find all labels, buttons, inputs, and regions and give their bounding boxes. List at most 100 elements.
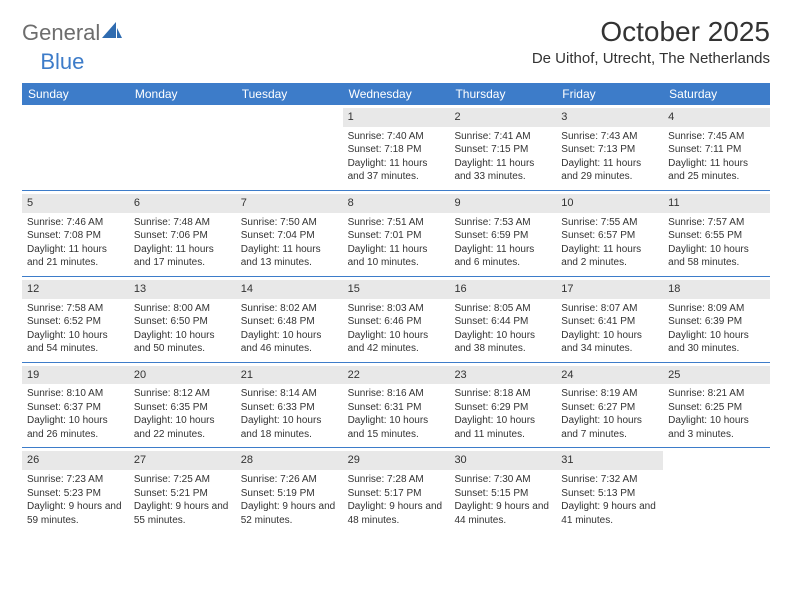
sunset-text: Sunset: 7:08 PM xyxy=(26,229,125,243)
day-number: 2 xyxy=(449,108,556,127)
month-year: October 2025 xyxy=(532,16,770,48)
calendar: Sunday Monday Tuesday Wednesday Thursday… xyxy=(22,83,770,533)
sunrise-text: Sunrise: 7:45 AM xyxy=(667,130,766,144)
sunset-text: Sunset: 6:35 PM xyxy=(133,401,232,415)
sunrise-text: Sunrise: 8:21 AM xyxy=(667,387,766,401)
day-number: 23 xyxy=(449,366,556,385)
sunrise-text: Sunrise: 7:26 AM xyxy=(240,473,339,487)
day-number: 31 xyxy=(556,451,663,470)
sunrise-text: Sunrise: 7:55 AM xyxy=(560,216,659,230)
day-number: 28 xyxy=(236,451,343,470)
sunset-text: Sunset: 7:18 PM xyxy=(347,143,446,157)
sunset-text: Sunset: 7:06 PM xyxy=(133,229,232,243)
daylight-text: Daylight: 11 hours and 10 minutes. xyxy=(347,243,446,270)
day-number: 14 xyxy=(236,280,343,299)
logo-sail-icon xyxy=(102,22,122,45)
daylight-text: Daylight: 11 hours and 21 minutes. xyxy=(26,243,125,270)
day-number: 15 xyxy=(343,280,450,299)
day-number: 16 xyxy=(449,280,556,299)
sunset-text: Sunset: 6:25 PM xyxy=(667,401,766,415)
calendar-cell xyxy=(129,105,236,190)
calendar-cell: 5 Sunrise: 7:46 AMSunset: 7:08 PMDaylight… xyxy=(22,191,129,276)
sunset-text: Sunset: 6:31 PM xyxy=(347,401,446,415)
daylight-text: Daylight: 10 hours and 3 minutes. xyxy=(667,414,766,441)
day-number: 24 xyxy=(556,366,663,385)
calendar-cell: 11Sunrise: 7:57 AMSunset: 6:55 PMDayligh… xyxy=(663,191,770,276)
sunrise-text: Sunrise: 8:12 AM xyxy=(133,387,232,401)
sunrise-text: Sunrise: 8:18 AM xyxy=(453,387,552,401)
calendar-cell: 23Sunrise: 8:18 AMSunset: 6:29 PMDayligh… xyxy=(449,363,556,448)
sunset-text: Sunset: 6:44 PM xyxy=(453,315,552,329)
daylight-text: Daylight: 10 hours and 30 minutes. xyxy=(667,329,766,356)
sunrise-text: Sunrise: 7:50 AM xyxy=(240,216,339,230)
page: General October 2025 De Uithof, Utrecht,… xyxy=(0,0,792,533)
calendar-cell: 9Sunrise: 7:53 AMSunset: 6:59 PMDaylight… xyxy=(449,191,556,276)
day-number: 19 xyxy=(22,366,129,385)
calendar-row: 1Sunrise: 7:40 AMSunset: 7:18 PMDaylight… xyxy=(22,105,770,191)
calendar-cell: 2Sunrise: 7:41 AMSunset: 7:15 PMDaylight… xyxy=(449,105,556,190)
daylight-text: Daylight: 9 hours and 55 minutes. xyxy=(133,500,232,527)
sunset-text: Sunset: 6:41 PM xyxy=(560,315,659,329)
calendar-cell: 6 Sunrise: 7:48 AMSunset: 7:06 PMDaylight… xyxy=(129,191,236,276)
calendar-cell: 22Sunrise: 8:16 AMSunset: 6:31 PMDayligh… xyxy=(343,363,450,448)
weekday-header: Thursday xyxy=(449,83,556,105)
day-number xyxy=(22,108,129,112)
sunrise-text: Sunrise: 7:30 AM xyxy=(453,473,552,487)
calendar-cell: 13Sunrise: 8:00 AMSunset: 6:50 PMDayligh… xyxy=(129,277,236,362)
daylight-text: Daylight: 11 hours and 6 minutes. xyxy=(453,243,552,270)
sunset-text: Sunset: 6:46 PM xyxy=(347,315,446,329)
day-number: 1 xyxy=(343,108,450,127)
weekday-header: Monday xyxy=(129,83,236,105)
sunrise-text: Sunrise: 7:48 AM xyxy=(133,216,232,230)
sunrise-text: Sunrise: 7:57 AM xyxy=(667,216,766,230)
sunrise-text: Sunrise: 7:58 AM xyxy=(26,302,125,316)
day-number: 4 xyxy=(663,108,770,127)
logo-text-blue: Blue xyxy=(40,49,84,74)
sunset-text: Sunset: 5:23 PM xyxy=(26,487,125,501)
sunrise-text: Sunrise: 8:03 AM xyxy=(347,302,446,316)
daylight-text: Daylight: 10 hours and 7 minutes. xyxy=(560,414,659,441)
calendar-body: 1 Sunrise: 7:40 AMSunset: 7:18 PM Daylight… xyxy=(22,105,770,533)
sunset-text: Sunset: 5:19 PM xyxy=(240,487,339,501)
day-number: 26 xyxy=(22,451,129,470)
sunset-text: Sunset: 5:21 PM xyxy=(133,487,232,501)
daylight-text: Daylight: 9 hours and 52 minutes. xyxy=(240,500,339,527)
day-number xyxy=(236,108,343,112)
calendar-cell: 24Sunrise: 8:19 AMSunset: 6:27 PMDayligh… xyxy=(556,363,663,448)
calendar-cell: 27Sunrise: 7:25 AMSunset: 5:21 PMDayligh… xyxy=(129,448,236,533)
logo-text-general: General xyxy=(22,20,100,46)
day-number: 6 xyxy=(129,194,236,213)
day-number: 17 xyxy=(556,280,663,299)
sunset-text: Sunset: 7:11 PM xyxy=(667,143,766,157)
calendar-cell: 26Sunrise: 7:23 AMSunset: 5:23 PMDayligh… xyxy=(22,448,129,533)
daylight-text: Daylight: 10 hours and 26 minutes. xyxy=(26,414,125,441)
sunrise-text: Sunrise: 7:46 AM xyxy=(26,216,125,230)
sunset-text: Sunset: 6:33 PM xyxy=(240,401,339,415)
daylight-text: Daylight: 9 hours and 59 minutes. xyxy=(26,500,125,527)
daylight-text: Daylight: 9 hours and 41 minutes. xyxy=(560,500,659,527)
weekday-header: Friday xyxy=(556,83,663,105)
daylight-text: Daylight: 10 hours and 42 minutes. xyxy=(347,329,446,356)
daylight-text: Daylight: 10 hours and 54 minutes. xyxy=(26,329,125,356)
sunset-text: Sunset: 5:15 PM xyxy=(453,487,552,501)
calendar-cell: 17Sunrise: 8:07 AMSunset: 6:41 PMDayligh… xyxy=(556,277,663,362)
weekday-header: Tuesday xyxy=(236,83,343,105)
calendar-row: 12Sunrise: 7:58 AMSunset: 6:52 PMDayligh… xyxy=(22,277,770,363)
daylight-text: Daylight: 11 hours and 17 minutes. xyxy=(133,243,232,270)
calendar-cell: 31 Sunrise: 7:32 AMSunset: 5:13 PMDayligh… xyxy=(556,448,663,533)
day-number: 25 xyxy=(663,366,770,385)
calendar-cell: 19Sunrise: 8:10 AMSunset: 6:37 PMDayligh… xyxy=(22,363,129,448)
calendar-cell: 8Sunrise: 7:51 AMSunset: 7:01 PMDaylight… xyxy=(343,191,450,276)
sunset-text: Sunset: 5:13 PM xyxy=(560,487,659,501)
sunrise-text: Sunrise: 7:40 AM xyxy=(347,130,446,144)
sunrise-text: Sunrise: 8:05 AM xyxy=(453,302,552,316)
calendar-cell: 12Sunrise: 7:58 AMSunset: 6:52 PMDayligh… xyxy=(22,277,129,362)
calendar-cell: 14Sunrise: 8:02 AMSunset: 6:48 PMDayligh… xyxy=(236,277,343,362)
sunset-text: Sunset: 6:55 PM xyxy=(667,229,766,243)
daylight-text: Daylight: 10 hours and 22 minutes. xyxy=(133,414,232,441)
daylight-text: Daylight: 10 hours and 11 minutes. xyxy=(453,414,552,441)
sunrise-text: Sunrise: 7:32 AM xyxy=(560,473,659,487)
day-number: 5 xyxy=(22,194,129,213)
day-number: 27 xyxy=(129,451,236,470)
day-number xyxy=(663,451,770,455)
